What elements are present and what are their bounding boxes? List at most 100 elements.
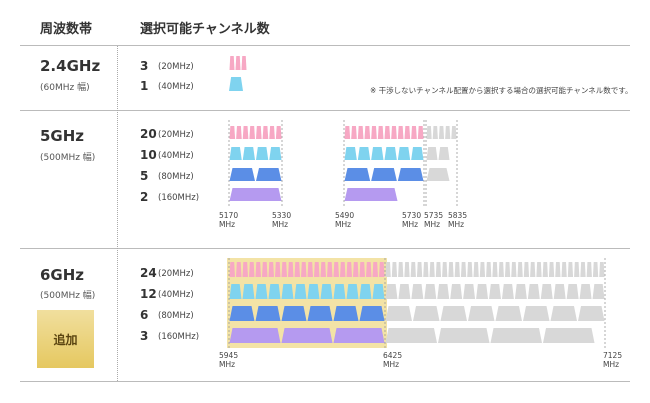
channel-unavailable	[398, 284, 411, 299]
tick-5945: 5945 MHz	[219, 351, 239, 369]
width-5-80: (80MHz)	[158, 172, 194, 182]
channel-6-160	[229, 328, 281, 343]
channel-unavailable	[411, 284, 424, 299]
channel-unavailable	[567, 262, 574, 277]
channel-unavailable	[599, 262, 605, 277]
channel-6-40	[255, 284, 268, 299]
channel-6-40	[242, 284, 255, 299]
header-channels: 選択可能チャンネル数	[140, 22, 270, 37]
channel-6-40	[294, 284, 307, 299]
width-6-80: (80MHz)	[158, 311, 194, 321]
channel-6-80	[281, 306, 307, 321]
channel-unavailable	[476, 284, 489, 299]
channel-unavailable	[451, 126, 457, 139]
channel-5-80	[256, 168, 282, 181]
channel-5-20	[269, 126, 275, 139]
channel-6-40	[268, 284, 281, 299]
channel-unavailable	[385, 262, 391, 277]
channel-unavailable	[579, 284, 592, 299]
divider	[20, 248, 630, 249]
channel-6-20	[314, 262, 320, 277]
channel-5-20	[364, 126, 371, 139]
channel-6-20	[327, 262, 333, 277]
width-6-20: (20MHz)	[158, 269, 194, 279]
channel-6-20	[301, 262, 307, 277]
channel-unavailable	[468, 306, 495, 321]
band-5ghz-name: 5GHz	[40, 127, 85, 145]
channel-5-80	[371, 168, 397, 181]
width-5-40: (40MHz)	[158, 151, 194, 161]
channel-5-20	[377, 126, 384, 139]
band-2-4ghz-name: 2.4GHz	[40, 57, 101, 75]
channel-2-4-20	[235, 56, 241, 70]
channel-unavailable	[426, 126, 432, 139]
channel-6-40	[307, 284, 320, 299]
channel-6-20	[372, 262, 378, 277]
channel-6-20	[320, 262, 326, 277]
tick-5490: 5490 MHz	[335, 211, 355, 229]
tick-6425: 6425 MHz	[383, 351, 403, 369]
channel-5-40	[397, 147, 411, 160]
width-6-40: (40MHz)	[158, 290, 194, 300]
channel-unavailable	[442, 262, 448, 277]
count-5-20: 20	[140, 127, 157, 141]
tick-5330: 5330 MHz	[272, 211, 292, 229]
channel-2-4-20	[229, 56, 235, 70]
channel-unavailable	[424, 284, 437, 299]
channel-6-80	[229, 306, 255, 321]
count-6-20: 24	[140, 266, 157, 280]
tick-5730: 5730 MHz	[402, 211, 422, 229]
channel-5-20	[351, 126, 357, 139]
channel-2-4-40	[229, 77, 243, 91]
channel-6-20	[294, 262, 300, 277]
channel-6-20	[242, 262, 248, 277]
channel-unavailable	[413, 306, 440, 321]
channel-unavailable	[398, 262, 404, 277]
channel-unavailable	[448, 262, 454, 277]
channel-6-20	[366, 262, 372, 277]
channel-unavailable	[426, 147, 438, 160]
tick-5170: 5170 MHz	[219, 211, 239, 229]
channel-5-20	[384, 126, 391, 139]
count-2-4-40: 1	[140, 79, 149, 93]
footnote: ※ 干渉しないチャンネル配置から選択する場合の選択可能チャンネル数です。	[370, 86, 633, 95]
header-band: 周波数帯	[40, 22, 93, 37]
channel-unavailable	[578, 306, 605, 321]
channel-unavailable	[404, 262, 410, 277]
channel-unavailable	[467, 262, 473, 277]
column-divider	[117, 46, 118, 381]
channel-unavailable	[479, 262, 486, 277]
channel-unavailable	[445, 126, 451, 139]
channel-5-40	[242, 147, 255, 160]
channel-unavailable	[460, 262, 467, 277]
channel-6-20	[346, 262, 352, 277]
channel-6-20	[249, 262, 255, 277]
channel-5-20	[357, 126, 364, 139]
tick-7125: 7125 MHz	[603, 351, 623, 369]
channel-5-160	[229, 188, 282, 201]
channel-6-20	[275, 262, 281, 277]
channel-unavailable	[498, 262, 504, 277]
channel-unavailable	[426, 168, 450, 181]
width-6-160: (160MHz)	[158, 332, 200, 342]
channel-5-40	[344, 147, 357, 160]
new-badge: 追加	[37, 310, 94, 368]
channel-unavailable	[501, 284, 514, 299]
channel-unavailable	[540, 284, 553, 299]
tick-5835: 5835 MHz	[448, 211, 468, 229]
channel-unavailable	[438, 147, 450, 160]
channel-6-20	[288, 262, 294, 277]
channel-unavailable	[437, 284, 450, 299]
channel-6-160	[333, 328, 385, 343]
channel-6-40	[359, 284, 372, 299]
count-6-40: 12	[140, 287, 157, 301]
channel-unavailable	[450, 284, 463, 299]
channel-5-80	[229, 168, 255, 181]
channel-5-20	[275, 126, 282, 139]
channel-unavailable	[489, 284, 501, 299]
divider	[20, 381, 630, 382]
divider	[20, 45, 630, 46]
channel-6-20	[379, 262, 385, 277]
channel-unavailable	[592, 284, 605, 299]
channel-5-80	[344, 168, 371, 181]
